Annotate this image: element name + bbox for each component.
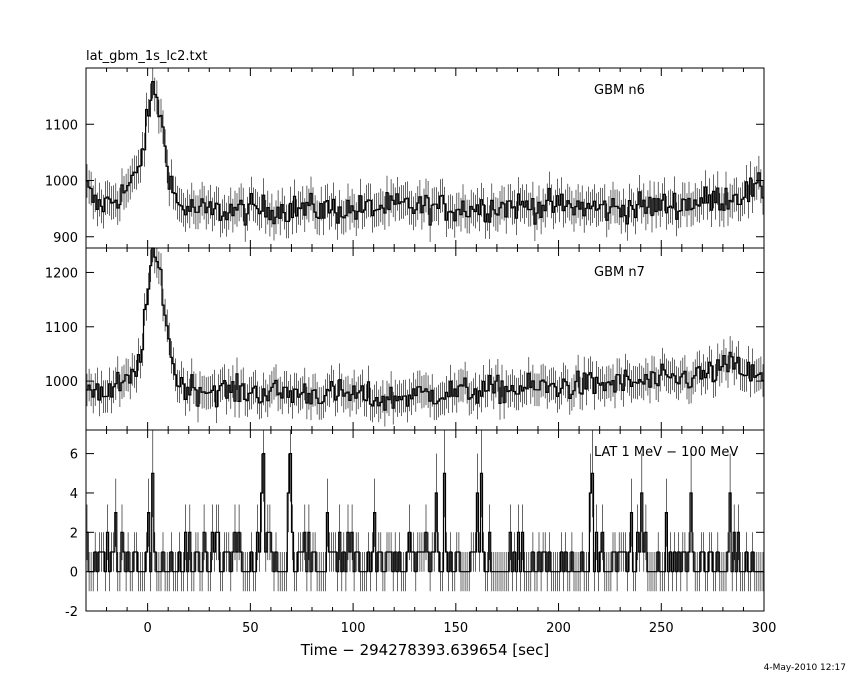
y-tick-label: 1100 bbox=[45, 321, 78, 336]
panel-label: GBM n7 bbox=[594, 265, 645, 280]
error-bars bbox=[86, 248, 764, 427]
panel-gbm-n7: 1000 1100 1200 GBM n7 bbox=[45, 247, 765, 431]
x-tick-labels: 0 50 100 150 200 250 300 bbox=[143, 621, 776, 636]
panel-ticks: -2 0 2 4 6 bbox=[65, 430, 765, 620]
y-tick-label: 6 bbox=[70, 448, 78, 463]
y-tick-label: -2 bbox=[65, 605, 78, 620]
panel-ticks: 900 1000 1100 bbox=[45, 68, 765, 248]
panel-lat: -2 0 2 4 6 LAT 1 MeV − 100 MeV bbox=[65, 429, 765, 620]
error-bars bbox=[86, 68, 764, 242]
x-tick-label: 150 bbox=[443, 621, 468, 636]
x-tick-label: 50 bbox=[242, 621, 259, 636]
panel-label: LAT 1 MeV − 100 MeV bbox=[594, 445, 738, 460]
panel-label: GBM n6 bbox=[594, 83, 645, 98]
y-tick-label: 4 bbox=[70, 487, 78, 502]
file-title: lat_gbm_1s_lc2.txt bbox=[86, 49, 207, 64]
y-tick-label: 1200 bbox=[45, 266, 78, 281]
light-curve-line bbox=[86, 81, 764, 226]
light-curve-line bbox=[86, 247, 764, 411]
x-tick-label: 300 bbox=[752, 621, 777, 636]
y-tick-label: 900 bbox=[53, 231, 78, 246]
x-tick-label: 250 bbox=[649, 621, 674, 636]
y-tick-label: 2 bbox=[70, 526, 78, 541]
date-stamp: 4-May-2010 12:17 bbox=[764, 663, 846, 673]
light-curve-line bbox=[86, 453, 764, 573]
y-tick-label: 1100 bbox=[45, 118, 78, 133]
x-tick-label: 0 bbox=[143, 621, 151, 636]
series-gbm-n6 bbox=[86, 68, 764, 242]
series-gbm-n7 bbox=[86, 247, 764, 427]
panel-gbm-n6: 900 1000 1100 GBM n6 bbox=[45, 67, 765, 249]
panel-ticks: 1000 1100 1200 bbox=[45, 248, 765, 430]
x-tick-label: 100 bbox=[341, 621, 366, 636]
x-axis-label: Time − 294278393.639654 [sec] bbox=[300, 641, 550, 659]
x-tick-label: 200 bbox=[546, 621, 571, 636]
y-tick-label: 1000 bbox=[45, 375, 78, 390]
series-lat bbox=[86, 430, 764, 592]
y-tick-label: 0 bbox=[70, 566, 78, 581]
panel-frame bbox=[85, 429, 765, 612]
y-tick-label: 1000 bbox=[45, 175, 78, 190]
